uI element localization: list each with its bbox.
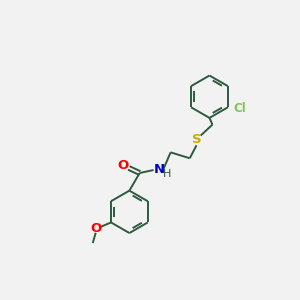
Text: H: H: [163, 169, 171, 178]
Text: O: O: [118, 158, 129, 172]
Text: N: N: [153, 163, 164, 176]
Text: Cl: Cl: [234, 102, 247, 115]
Text: O: O: [90, 221, 101, 235]
Text: S: S: [192, 134, 202, 146]
